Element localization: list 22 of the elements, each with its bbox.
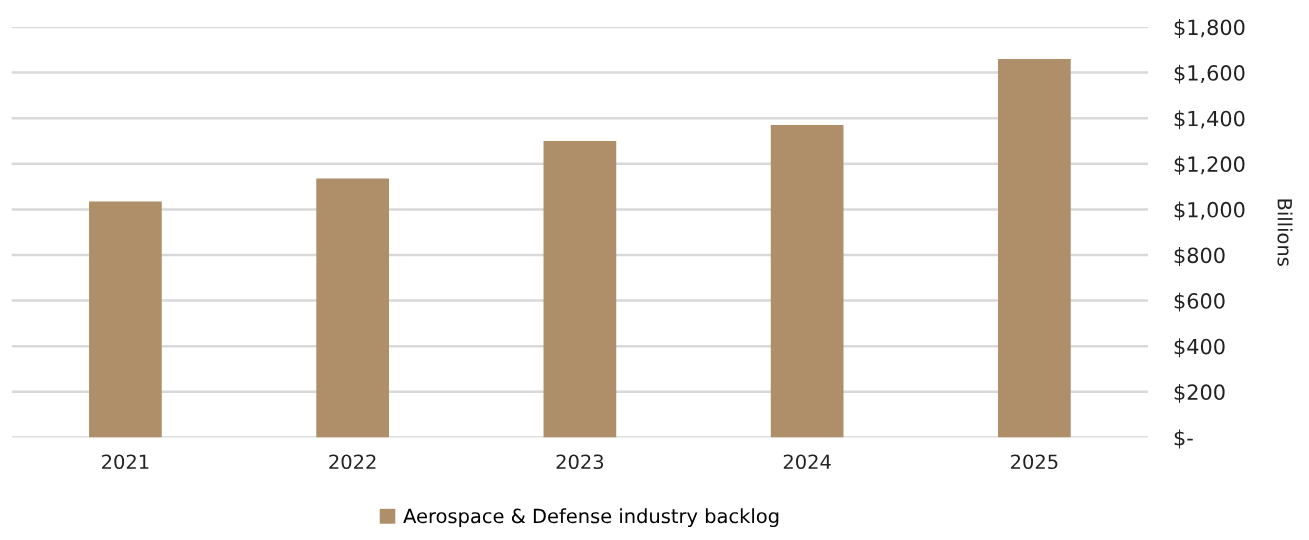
y-tick-label: $1,200 <box>1174 155 1245 175</box>
bar <box>316 178 389 438</box>
y-tick-label: $1,000 <box>1174 201 1245 221</box>
x-tick-label: 2025 <box>1011 454 1058 470</box>
y-tick-label: $1,600 <box>1174 64 1245 84</box>
y-tick-label: $1,400 <box>1174 110 1245 130</box>
x-tick-label: 2023 <box>556 454 604 470</box>
y-tick-label: $400 <box>1174 338 1225 358</box>
legend-label: Aerospace & Defense industry backlog <box>403 508 779 528</box>
y-tick-label: $1,800 <box>1174 19 1245 38</box>
y-tick-label: $200 <box>1174 383 1225 403</box>
y-tick-label: $800 <box>1174 247 1225 266</box>
y-tick-label: $600 <box>1174 292 1225 312</box>
y-tick-label: $- <box>1174 429 1193 449</box>
x-tick-label: 2021 <box>102 454 149 470</box>
bar <box>998 58 1071 438</box>
y-axis-title: Billions <box>1277 199 1293 266</box>
bar <box>543 141 617 438</box>
bar <box>89 201 162 438</box>
x-tick-label: 2022 <box>329 454 376 470</box>
bar <box>770 125 844 438</box>
x-tick-label: 2024 <box>783 454 831 470</box>
